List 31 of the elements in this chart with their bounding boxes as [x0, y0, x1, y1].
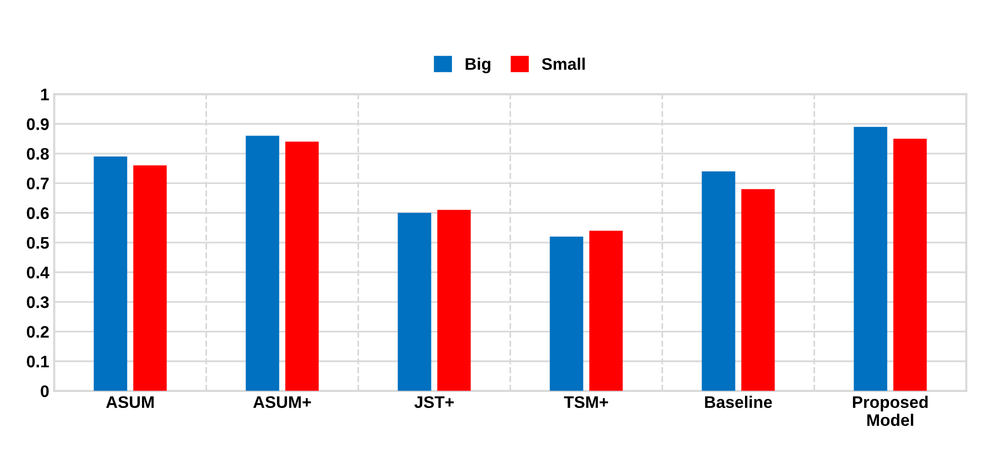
y-tick-label: 0.9 — [26, 118, 49, 130]
bar — [589, 230, 623, 391]
y-tick-label: 0.2 — [26, 326, 49, 338]
y-tick-label: 0.3 — [26, 296, 49, 308]
y-tick-label: 0.7 — [26, 178, 49, 190]
bar — [702, 171, 736, 391]
bar — [398, 212, 432, 391]
y-tick-label: 1 — [41, 88, 49, 100]
bar — [550, 236, 584, 391]
bar — [854, 126, 888, 391]
y-tick-label: 0.6 — [26, 207, 49, 220]
x-tick-label: Baseline — [705, 396, 772, 408]
y-tick-label: 0.4 — [26, 266, 50, 278]
x-tick-label: ASUM — [106, 396, 154, 408]
y-tick-label: 0.8 — [26, 148, 49, 160]
y-tick-label: 0.5 — [26, 236, 49, 249]
x-tick-label: ASUM+ — [253, 396, 311, 408]
bar — [741, 189, 775, 391]
bar — [246, 136, 280, 391]
x-tick-label: Proposed Model — [852, 396, 928, 426]
x-tick-label: TSM+ — [564, 396, 608, 408]
legend-label: Big — [466, 58, 490, 74]
bar — [94, 156, 128, 391]
x-tick-label: JST+ — [414, 396, 454, 408]
y-tick-label: 0.1 — [26, 356, 49, 368]
y-tick-label: 0 — [40, 385, 49, 398]
legend-label: Small — [542, 58, 585, 70]
bar — [893, 138, 927, 391]
bar — [133, 165, 167, 391]
bar — [437, 210, 471, 391]
bar — [285, 142, 319, 391]
